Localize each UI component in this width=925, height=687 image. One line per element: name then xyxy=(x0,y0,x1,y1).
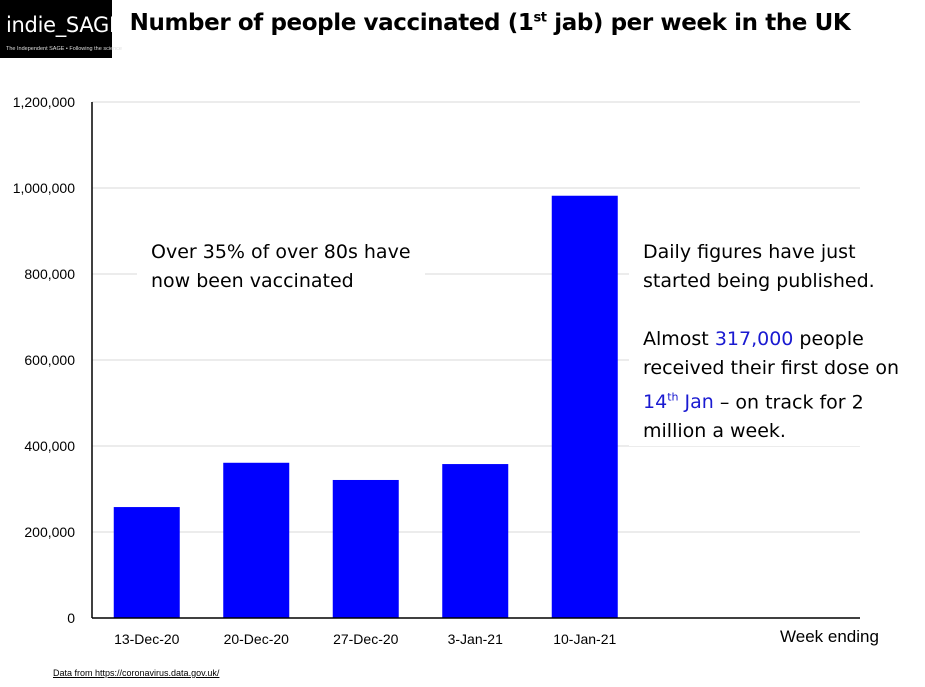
line5-rest: – on track for 2 xyxy=(713,391,864,414)
data-source: Data from https://coronavirus.data.gov.u… xyxy=(53,668,219,678)
x-tick-label: 3-Jan-21 xyxy=(448,631,503,647)
date-day: 14 xyxy=(643,391,668,414)
x-tick-label: 20-Dec-20 xyxy=(224,631,290,647)
bar xyxy=(332,479,399,618)
line3-suffix: people xyxy=(793,328,864,350)
x-tick-label: 10-Jan-21 xyxy=(553,631,616,647)
x-tick-labels: 13-Dec-20 20-Dec-20 27-Dec-20 3-Jan-21 10-Ja… xyxy=(114,631,616,647)
bar xyxy=(113,507,180,618)
annotation-right-line5: 14th Jan – on track for 2 xyxy=(643,383,899,417)
chart-title-superscript: st xyxy=(533,10,547,26)
annotation-right-line3: Almost 317,000 people xyxy=(643,325,899,354)
date-month: Jan xyxy=(678,391,714,414)
line3-prefix: Almost xyxy=(643,328,715,350)
source-link[interactable]: https://coronavirus.data.gov.uk/ xyxy=(95,668,220,678)
doses-highlight: 317,000 xyxy=(714,328,794,350)
chart-title: Number of people vaccinated (1st jab) pe… xyxy=(0,10,925,36)
y-tick-label: 0 xyxy=(67,610,75,626)
logo-text: indie_SAGE xyxy=(6,13,122,37)
annotation-right-line2: started being published. xyxy=(643,270,875,292)
chart-title-part1: Number of people vaccinated (1 xyxy=(129,10,534,36)
y-tick-labels: 0 200,000 400,000 600,000 800,000 1,000,000 1,… xyxy=(13,94,76,626)
annotation-right-line6: million a week. xyxy=(643,420,786,443)
axes xyxy=(91,102,860,619)
y-tick-label: 800,000 xyxy=(24,266,75,282)
indie-sage-logo: indie_SAGE The Independent SAGE • Follow… xyxy=(0,0,122,58)
logo-tagline: The Independent SAGE • Following the sci… xyxy=(6,46,122,52)
bar xyxy=(223,462,290,618)
y-tick-label: 1,200,000 xyxy=(13,94,75,110)
y-tick-label: 400,000 xyxy=(24,438,75,454)
annotation-left-line2: now been vaccinated xyxy=(151,270,354,292)
x-axis-title: Week ending xyxy=(780,627,879,646)
bar xyxy=(442,464,509,618)
y-tick-label: 600,000 xyxy=(24,352,75,368)
x-tick-label: 27-Dec-20 xyxy=(333,631,399,647)
bars xyxy=(113,195,618,619)
bar xyxy=(551,195,618,619)
annotation-right-line1: Daily figures have just xyxy=(643,241,856,263)
x-tick-label: 13-Dec-20 xyxy=(114,631,180,647)
y-tick-label: 200,000 xyxy=(24,524,75,540)
annotation-daily-figures: Daily figures have just started being pu… xyxy=(629,238,903,447)
date-highlight: 14th Jan xyxy=(643,391,714,413)
chart-title-part2: jab) per week in the UK xyxy=(546,10,851,36)
annotation-over-80s: Over 35% of over 80s have now been vacci… xyxy=(137,238,425,296)
y-tick-label: 1,000,000 xyxy=(13,180,75,196)
annotation-right-line4: received their first dose on xyxy=(643,357,899,379)
annotation-spacer xyxy=(643,296,899,325)
source-label: Data from xyxy=(53,668,96,678)
date-ordinal: th xyxy=(667,391,679,404)
annotation-left-line1: Over 35% of over 80s have xyxy=(151,241,411,263)
